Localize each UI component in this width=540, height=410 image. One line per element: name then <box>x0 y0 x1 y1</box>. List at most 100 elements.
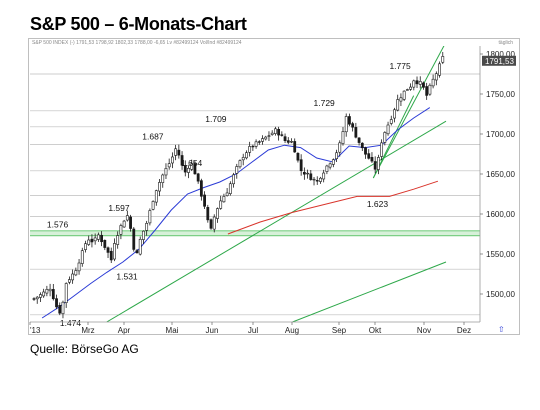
candle-body <box>212 216 216 230</box>
x-tick-label: Dez <box>457 326 471 335</box>
candle-body <box>61 301 65 315</box>
x-tick-label: Mrz <box>81 326 94 335</box>
candle-body <box>199 180 203 197</box>
candle-body <box>290 141 293 143</box>
candle-body <box>438 63 441 76</box>
price-annotation: 1.576 <box>47 220 69 230</box>
candle-body <box>338 142 342 153</box>
candle-body <box>425 86 429 96</box>
candle-body <box>64 283 68 303</box>
candle-body <box>235 166 239 174</box>
price-annotation: 1.597 <box>108 203 130 213</box>
candle-body <box>396 99 400 111</box>
candle-body <box>280 134 284 136</box>
candle-body <box>39 294 42 298</box>
candle-body <box>341 131 345 144</box>
price-annotation: 1.474 <box>60 318 82 328</box>
candle-body <box>74 270 78 276</box>
y-tick-label: 1800,00 <box>486 50 515 59</box>
candle-body <box>367 153 371 159</box>
candle-body <box>402 90 406 100</box>
candle-body <box>415 80 419 85</box>
candle-body <box>125 215 129 221</box>
candle-body <box>251 145 255 148</box>
candle-body <box>122 220 126 228</box>
candle-body <box>428 84 432 95</box>
y-tick-label: 1550,00 <box>486 250 515 259</box>
candle-body <box>77 262 81 272</box>
candle-body <box>302 172 306 175</box>
candle-body <box>312 178 316 181</box>
candle-body <box>245 152 248 159</box>
candle-body <box>58 305 62 314</box>
candle-body <box>422 82 425 88</box>
moving-average-short <box>41 107 431 319</box>
x-tick-label: Aug <box>285 326 299 335</box>
candle-body <box>322 172 326 180</box>
candle-body <box>389 119 393 124</box>
candle-body <box>360 142 364 149</box>
candle-body <box>393 109 396 119</box>
candle-body <box>148 210 152 224</box>
candle-body <box>103 239 107 248</box>
candle-body <box>203 194 206 207</box>
candle-body <box>209 219 213 229</box>
candle-body <box>364 147 367 155</box>
price-chart: S&P 500 INDEX (-) 1791,53 1798,92 1802,3… <box>29 40 516 335</box>
candle-body <box>190 163 194 170</box>
candle-body <box>84 243 87 250</box>
candle-body <box>405 89 409 91</box>
candle-body <box>254 141 258 147</box>
candle-body <box>71 273 75 281</box>
moving-average-long <box>227 180 439 235</box>
candle-body <box>100 234 103 243</box>
candle-body <box>309 173 313 180</box>
candle-body <box>283 136 287 142</box>
chart-header-info: S&P 500 INDEX (-) 1791,53 1798,92 1802,3… <box>32 40 242 46</box>
price-annotation: 1.654 <box>181 158 203 168</box>
y-tick-label: 1700,00 <box>486 130 515 139</box>
candle-body <box>90 238 94 243</box>
candle-body <box>48 288 52 292</box>
candle-body <box>267 135 271 137</box>
candle-body <box>370 157 374 162</box>
candle-body <box>93 237 97 242</box>
candle-body <box>261 138 264 142</box>
candle-body <box>51 289 55 300</box>
candle-body <box>399 97 403 102</box>
candle-body <box>174 148 178 156</box>
x-tick-label: Jul <box>248 326 258 335</box>
x-tick-label: Nov <box>417 326 431 335</box>
candle-body <box>228 183 232 194</box>
trendline <box>372 95 415 179</box>
candle-body <box>319 177 322 182</box>
candle-body <box>273 128 277 134</box>
x-tick-label: Sep <box>332 326 347 335</box>
candle-body <box>418 81 422 85</box>
y-tick-label: 1600,00 <box>486 210 515 219</box>
candle-body <box>241 157 245 161</box>
price-annotation: 1.623 <box>367 199 389 209</box>
candle-body <box>270 132 274 135</box>
candle-body <box>154 190 158 203</box>
candle-body <box>222 196 226 203</box>
candle-body <box>187 167 190 173</box>
candle-body <box>299 159 303 172</box>
candle-body <box>158 182 161 192</box>
candle-body <box>264 136 268 140</box>
candle-body <box>335 152 338 160</box>
y-tick-label: 1650,00 <box>486 170 515 179</box>
support-band <box>30 230 480 236</box>
y-tick-label: 1750,00 <box>486 90 515 99</box>
candle-body <box>232 174 235 185</box>
price-annotation: 1.729 <box>314 98 336 108</box>
candle-body <box>109 250 113 261</box>
candle-body <box>412 80 416 88</box>
candle-body <box>348 116 351 125</box>
candle-body <box>216 208 219 219</box>
candle-body <box>219 200 223 209</box>
candle-body <box>409 86 412 90</box>
candle-body <box>35 296 39 300</box>
chart-frame <box>28 38 520 335</box>
candle-body <box>145 223 149 231</box>
